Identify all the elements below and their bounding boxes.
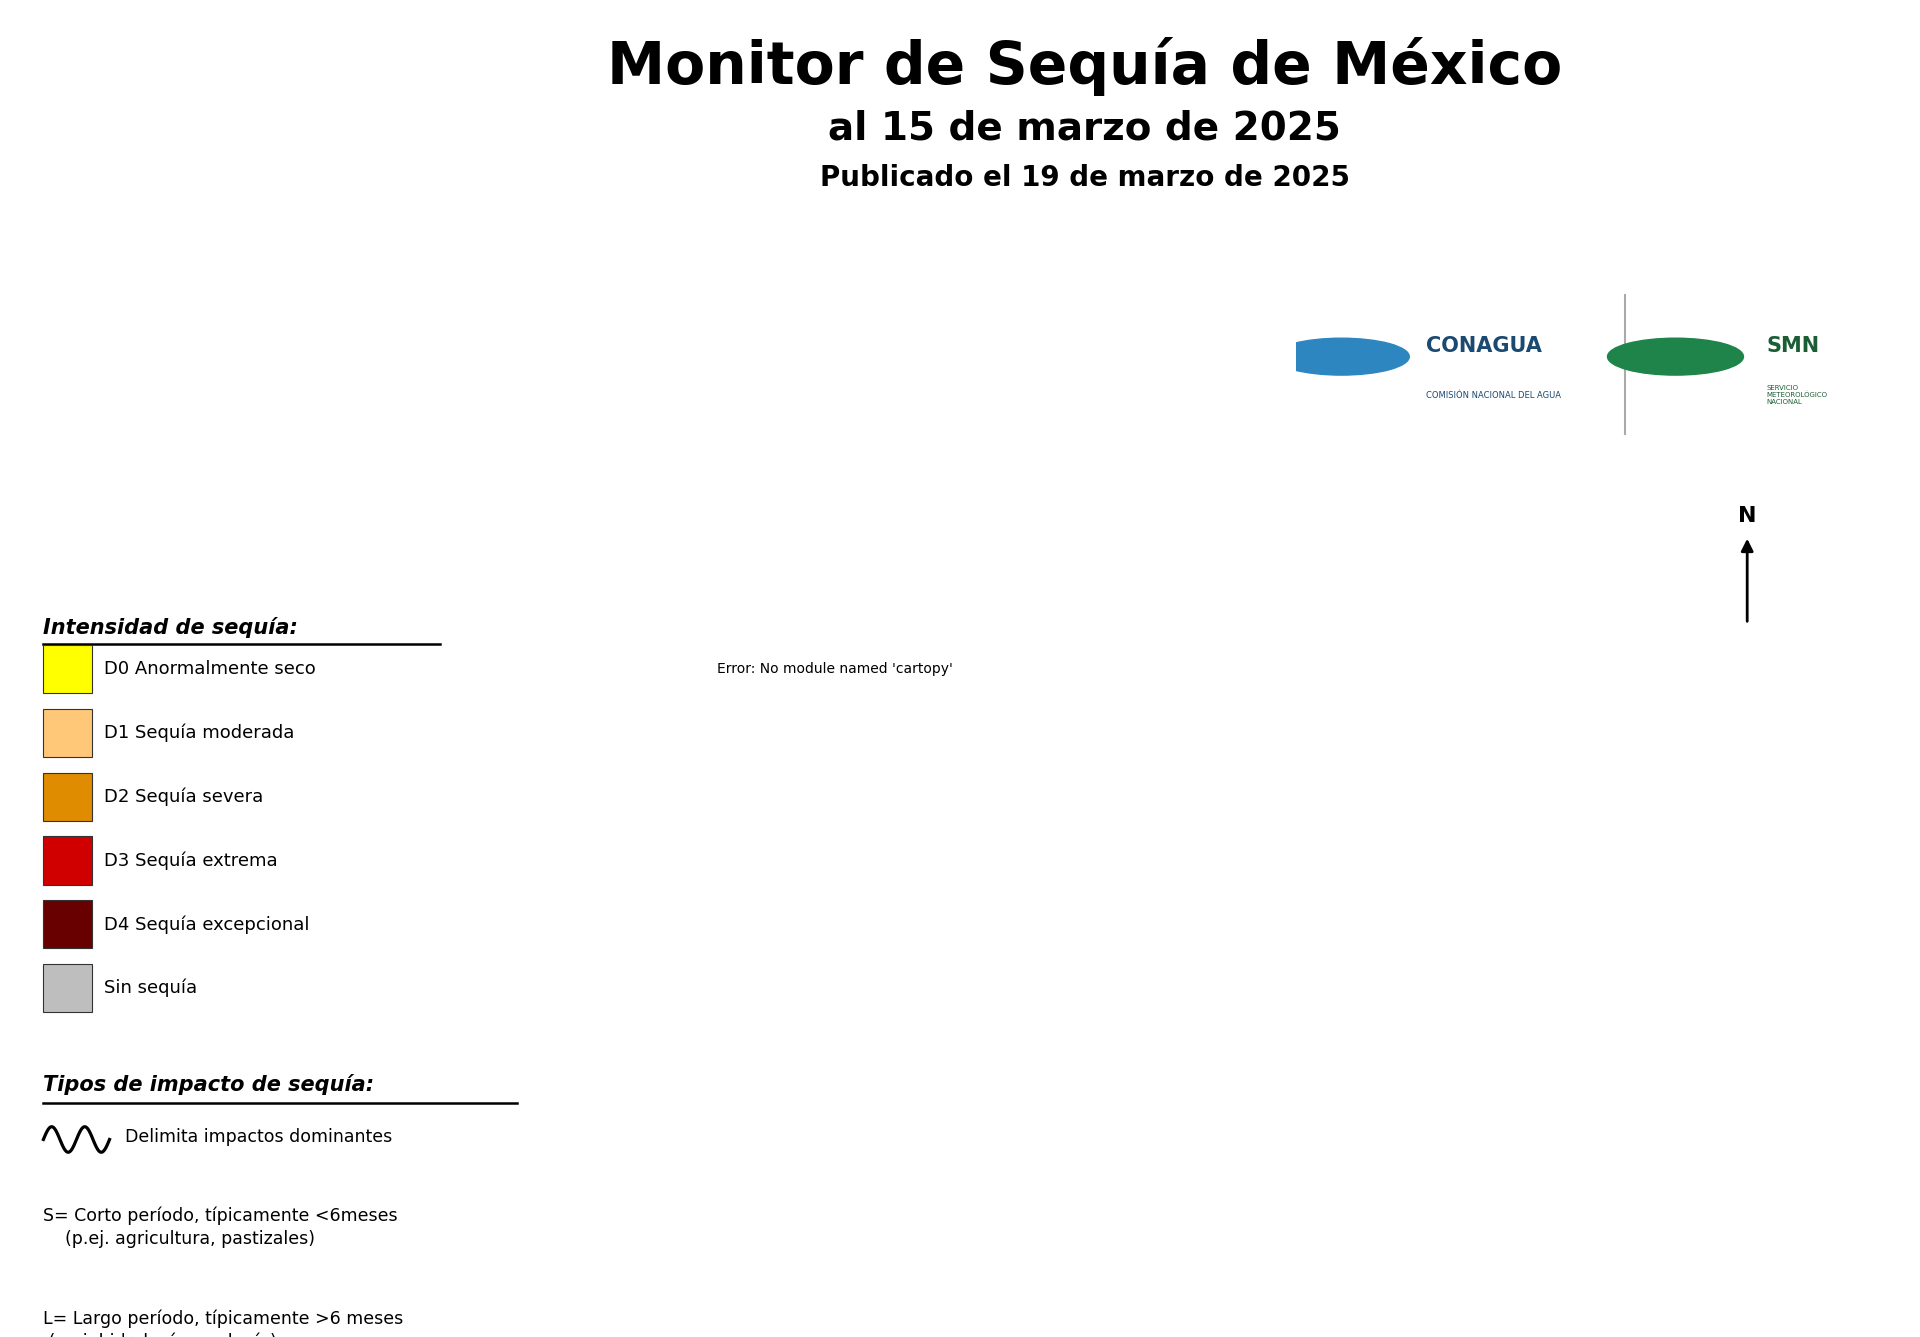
Text: Delimita impactos dominantes: Delimita impactos dominantes (125, 1127, 392, 1146)
Circle shape (1607, 338, 1743, 376)
Text: D4 Sequía excepcional: D4 Sequía excepcional (104, 915, 309, 933)
Text: S= Corto período, típicamente <6meses
    (p.ej. agricultura, pastizales): S= Corto período, típicamente <6meses (p… (44, 1207, 397, 1247)
FancyBboxPatch shape (44, 900, 92, 948)
Text: D0 Anormalmente seco: D0 Anormalmente seco (104, 660, 317, 678)
Text: D2 Sequía severa: D2 Sequía severa (104, 787, 263, 806)
Circle shape (1273, 338, 1409, 376)
FancyBboxPatch shape (44, 964, 92, 1012)
Text: L= Largo período, típicamente >6 meses
 (p.ej. hidrología, ecología): L= Largo período, típicamente >6 meses (… (44, 1309, 403, 1337)
Text: al 15 de marzo de 2025: al 15 de marzo de 2025 (828, 110, 1342, 147)
Text: Intensidad de sequía:: Intensidad de sequía: (44, 618, 298, 638)
Text: D3 Sequía extrema: D3 Sequía extrema (104, 852, 278, 870)
Text: Error: No module named 'cartopy': Error: No module named 'cartopy' (718, 662, 952, 675)
Text: Monitor de Sequía de México: Monitor de Sequía de México (607, 37, 1563, 96)
Text: Sin sequía: Sin sequía (104, 979, 198, 997)
FancyBboxPatch shape (44, 646, 92, 694)
FancyBboxPatch shape (44, 773, 92, 821)
Text: CONAGUA: CONAGUA (1427, 336, 1542, 356)
Text: COMISIÓN NACIONAL DEL AGUA: COMISIÓN NACIONAL DEL AGUA (1427, 390, 1561, 400)
FancyBboxPatch shape (44, 837, 92, 885)
Text: SERVICIO
METEOROLÓGICO
NACIONAL: SERVICIO METEOROLÓGICO NACIONAL (1766, 385, 1828, 405)
Text: N: N (1738, 507, 1757, 527)
Text: D1 Sequía moderada: D1 Sequía moderada (104, 723, 296, 742)
Text: SMN: SMN (1766, 336, 1820, 356)
Text: Publicado el 19 de marzo de 2025: Publicado el 19 de marzo de 2025 (820, 164, 1350, 193)
FancyBboxPatch shape (44, 709, 92, 757)
Text: Tipos de impacto de sequía:: Tipos de impacto de sequía: (44, 1075, 374, 1095)
